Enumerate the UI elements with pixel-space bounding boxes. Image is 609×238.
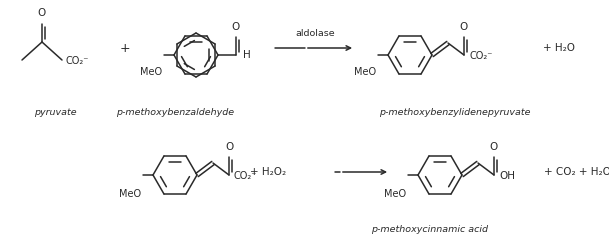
Text: MeO: MeO — [354, 67, 376, 77]
Text: + H₂O₂: + H₂O₂ — [250, 167, 286, 177]
Text: O: O — [232, 22, 240, 32]
Text: O: O — [490, 142, 498, 152]
Text: O: O — [460, 22, 468, 32]
Text: O: O — [225, 142, 233, 152]
Text: H: H — [243, 50, 251, 60]
Text: aldolase: aldolase — [295, 29, 335, 38]
Text: CO₂⁻: CO₂⁻ — [65, 56, 88, 66]
Text: pyruvate: pyruvate — [33, 108, 76, 117]
Text: +: + — [120, 41, 130, 55]
Text: p-methoxycinnamic acid: p-methoxycinnamic acid — [371, 225, 488, 234]
Text: p-methoxybenzylidenepyruvate: p-methoxybenzylidenepyruvate — [379, 108, 531, 117]
Text: MeO: MeO — [140, 67, 162, 77]
Text: + CO₂ + H₂O: + CO₂ + H₂O — [544, 167, 609, 177]
Text: CO₂⁻: CO₂⁻ — [234, 171, 258, 181]
Text: O: O — [38, 8, 46, 18]
Text: + H₂O: + H₂O — [543, 43, 575, 53]
Text: MeO: MeO — [119, 189, 141, 199]
Text: p-methoxybenzaldehyde: p-methoxybenzaldehyde — [116, 108, 234, 117]
Text: OH: OH — [499, 171, 515, 181]
Text: CO₂⁻: CO₂⁻ — [469, 51, 492, 61]
Text: MeO: MeO — [384, 189, 406, 199]
